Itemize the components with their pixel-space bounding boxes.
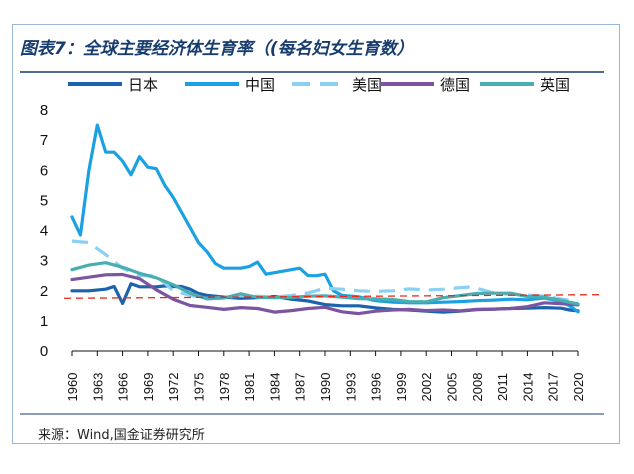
chart-frame	[12, 24, 620, 444]
x-tick-label: 1978	[217, 373, 232, 402]
series-line-英国	[70, 261, 580, 306]
x-tick-label: 2002	[419, 373, 434, 402]
series-line-德国	[70, 272, 580, 316]
x-tick-label: 1969	[141, 373, 156, 402]
legend-item-美国: 美国	[292, 76, 382, 94]
x-tick-label: 2020	[571, 373, 586, 402]
x-axis: 1960 1963 1966 1969 1972 1975 1978 1981 1984 1987…	[65, 350, 586, 402]
x-tick-label: 1972	[166, 373, 181, 402]
x-tick-label: 2008	[470, 373, 485, 402]
plot-area	[63, 123, 601, 316]
y-tick-label: 8	[40, 102, 48, 119]
x-tick-label: 2005	[445, 373, 460, 402]
x-tick-label: 1999	[394, 373, 409, 402]
x-tick-label: 1981	[242, 373, 257, 402]
legend-item-英国: 英国	[480, 76, 570, 94]
y-tick-label: 7	[40, 132, 48, 149]
x-tick-label: 2011	[495, 373, 510, 401]
x-tick-label: 1960	[65, 373, 80, 402]
x-tick-label: 1996	[369, 373, 384, 402]
y-tick-label: 0	[40, 343, 48, 360]
x-tick-label: 1990	[318, 373, 333, 402]
legend-label: 德国	[440, 76, 470, 94]
legend-label: 英国	[540, 76, 570, 94]
y-tick-label: 6	[40, 162, 48, 179]
legend-item-德国: 德国	[380, 76, 470, 94]
x-tick-label: 1975	[192, 373, 207, 402]
legend-item-中国: 中国	[185, 76, 275, 94]
y-axis-ticks: 0 1 2 3 4 5 6 7 8	[40, 102, 48, 360]
legend-item-日本: 日本	[68, 76, 158, 94]
frame-border	[12, 24, 620, 444]
chart-title: 图表7：全球主要经济体生育率（(每名妇女生育数）	[20, 39, 414, 59]
y-tick-label: 2	[40, 283, 48, 300]
reference-line	[63, 294, 601, 299]
y-tick-label: 3	[40, 253, 48, 270]
x-tick-label: 1993	[343, 373, 358, 402]
x-tick-label: 1963	[90, 373, 105, 402]
x-tick-label: 1984	[267, 373, 282, 402]
x-tick-label: 2014	[520, 373, 535, 402]
series-line-中国	[70, 123, 580, 314]
legend-label: 日本	[128, 76, 158, 94]
source-note: 来源：Wind,国金证券研究所	[38, 428, 205, 443]
y-tick-label: 4	[40, 223, 48, 240]
x-tick-label: 1987	[293, 373, 308, 402]
legend-label: 中国	[245, 76, 275, 94]
legend-label: 美国	[352, 76, 382, 94]
legend: 日本 中国 美国 德国 英国	[68, 76, 570, 94]
x-tick-label: 1966	[116, 373, 131, 402]
x-tick-label: 2017	[546, 373, 561, 402]
y-tick-label: 5	[40, 192, 48, 209]
y-tick-label: 1	[40, 313, 48, 330]
